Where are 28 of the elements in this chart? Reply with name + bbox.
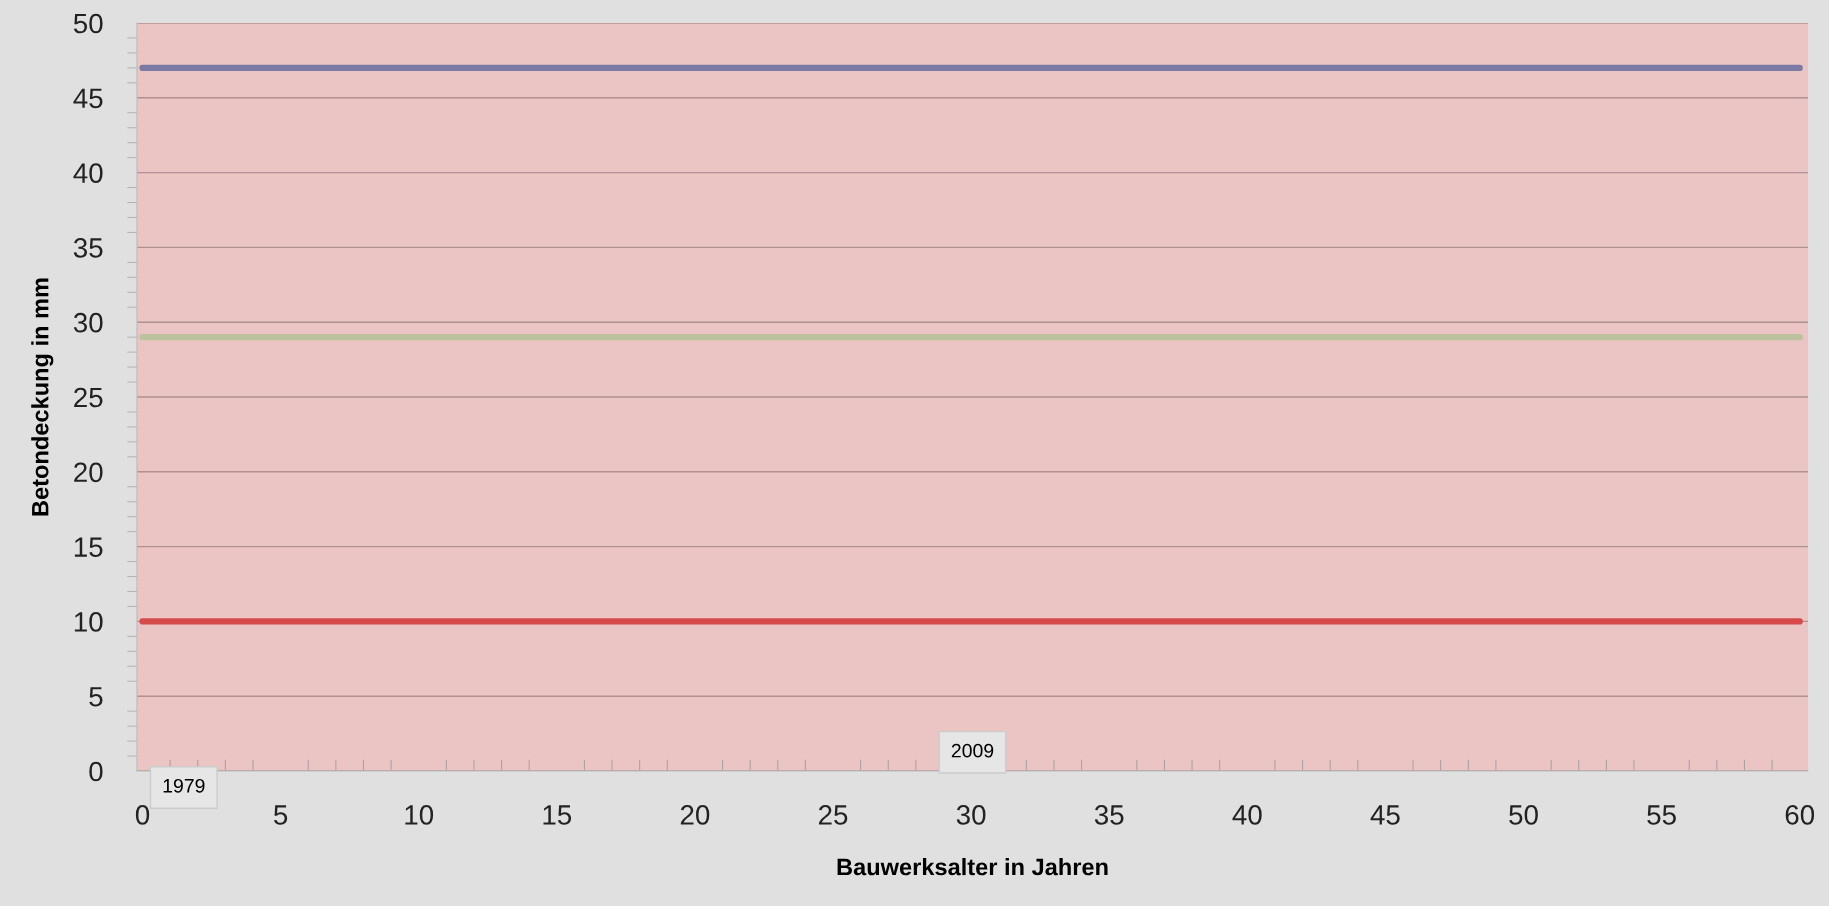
- y-tick-label: 50: [73, 13, 103, 34]
- x-tick-label: 50: [1509, 805, 1538, 825]
- x-tick-label: 40: [1232, 805, 1262, 825]
- x-axis-title: Bauwerksalter in Jahren: [837, 858, 1108, 876]
- x-tick-label: 5: [274, 805, 288, 825]
- y-tick-label: 0: [89, 761, 103, 782]
- y-tick-label: 20: [74, 462, 103, 483]
- x-tick-label: 55: [1647, 805, 1676, 825]
- text: 1979: [163, 778, 205, 793]
- x-tick-label: 60: [1785, 805, 1815, 825]
- y-tick-label: 10: [74, 612, 103, 632]
- x-tick-label: 45: [1370, 805, 1400, 825]
- y-tick-label: 25: [74, 387, 103, 408]
- x-tick-label: 0: [135, 805, 150, 825]
- x-tick-label: 25: [818, 805, 848, 825]
- y-tick-label: 15: [74, 537, 103, 557]
- y-tick-label: 40: [73, 163, 103, 183]
- x-tick-label: 35: [1094, 805, 1124, 825]
- annotation: 2009: [951, 743, 994, 758]
- x-tick-label: 30: [956, 805, 986, 825]
- x-tick-label: 10: [405, 805, 434, 825]
- x-tick-label: 20: [680, 805, 710, 825]
- y-tick-label: 5: [89, 687, 103, 707]
- y-tick-label: 30: [73, 312, 103, 333]
- x-tick-label: 15: [543, 805, 572, 825]
- y-axis-title: Betondeckung in mm: [31, 278, 54, 516]
- y-tick-label: 45: [73, 88, 103, 109]
- y-tick-label: 35: [73, 238, 103, 258]
